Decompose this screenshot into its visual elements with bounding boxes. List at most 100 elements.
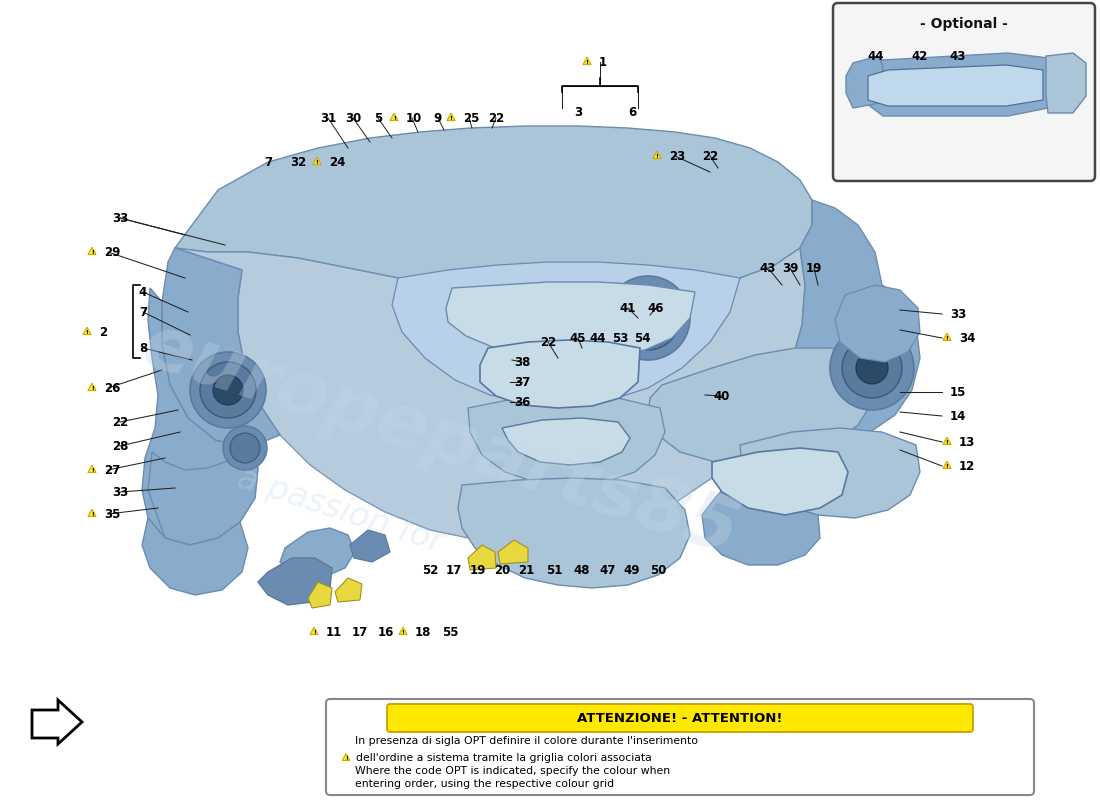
Text: !: ! bbox=[90, 250, 94, 255]
Text: 23: 23 bbox=[669, 150, 685, 162]
Text: 27: 27 bbox=[104, 463, 120, 477]
Text: !: ! bbox=[344, 756, 348, 761]
Polygon shape bbox=[808, 285, 920, 438]
Text: !: ! bbox=[656, 154, 659, 159]
Text: In presenza di sigla OPT definire il colore durante l'inserimento: In presenza di sigla OPT definire il col… bbox=[355, 736, 698, 746]
Text: 6: 6 bbox=[628, 106, 636, 118]
Text: !: ! bbox=[316, 160, 318, 165]
Polygon shape bbox=[868, 65, 1043, 106]
Text: 20: 20 bbox=[494, 563, 510, 577]
Text: 19: 19 bbox=[806, 262, 822, 274]
Text: 17: 17 bbox=[446, 563, 462, 577]
Text: 51: 51 bbox=[546, 563, 562, 577]
Polygon shape bbox=[88, 509, 96, 517]
Polygon shape bbox=[864, 53, 1053, 116]
Polygon shape bbox=[342, 754, 350, 761]
FancyBboxPatch shape bbox=[387, 704, 974, 732]
Text: europeparts85: europeparts85 bbox=[132, 309, 748, 571]
Text: 2: 2 bbox=[99, 326, 107, 338]
Text: !: ! bbox=[86, 330, 88, 335]
FancyBboxPatch shape bbox=[326, 699, 1034, 795]
Text: 22: 22 bbox=[112, 415, 128, 429]
Text: 44: 44 bbox=[868, 50, 884, 62]
Circle shape bbox=[223, 426, 267, 470]
Polygon shape bbox=[648, 348, 882, 465]
Text: 33: 33 bbox=[950, 307, 966, 321]
Text: 24: 24 bbox=[329, 155, 345, 169]
Text: 49: 49 bbox=[624, 563, 640, 577]
Polygon shape bbox=[175, 126, 812, 296]
Text: 22: 22 bbox=[540, 335, 557, 349]
Text: !: ! bbox=[90, 512, 94, 517]
Polygon shape bbox=[258, 558, 332, 605]
Polygon shape bbox=[392, 262, 740, 405]
Circle shape bbox=[630, 300, 666, 336]
Text: 45: 45 bbox=[570, 331, 586, 345]
Text: 8: 8 bbox=[139, 342, 147, 354]
Polygon shape bbox=[175, 248, 805, 542]
Text: 43: 43 bbox=[760, 262, 777, 274]
Polygon shape bbox=[1046, 53, 1086, 113]
Circle shape bbox=[213, 375, 243, 405]
Polygon shape bbox=[468, 395, 666, 485]
Circle shape bbox=[616, 286, 680, 350]
Polygon shape bbox=[943, 461, 951, 469]
Polygon shape bbox=[480, 340, 640, 408]
Polygon shape bbox=[88, 465, 96, 473]
Text: 55: 55 bbox=[442, 626, 459, 638]
Polygon shape bbox=[447, 113, 455, 121]
Polygon shape bbox=[142, 518, 248, 595]
Text: 53: 53 bbox=[612, 331, 628, 345]
Text: 5: 5 bbox=[374, 111, 382, 125]
Polygon shape bbox=[943, 333, 951, 341]
Text: !: ! bbox=[450, 116, 452, 121]
Polygon shape bbox=[148, 448, 258, 545]
Polygon shape bbox=[32, 700, 82, 744]
Text: 52: 52 bbox=[421, 563, 438, 577]
Polygon shape bbox=[583, 57, 591, 65]
Polygon shape bbox=[350, 530, 390, 562]
Polygon shape bbox=[312, 157, 321, 165]
Text: 38: 38 bbox=[514, 355, 530, 369]
Text: 13: 13 bbox=[959, 435, 976, 449]
Text: 14: 14 bbox=[949, 410, 966, 422]
Polygon shape bbox=[653, 151, 661, 158]
Text: 33: 33 bbox=[112, 486, 128, 498]
Text: 12: 12 bbox=[959, 459, 976, 473]
Polygon shape bbox=[446, 282, 695, 356]
Text: 44: 44 bbox=[590, 331, 606, 345]
Polygon shape bbox=[702, 468, 820, 565]
Text: 1: 1 bbox=[600, 55, 607, 69]
Polygon shape bbox=[88, 383, 96, 390]
Circle shape bbox=[842, 338, 902, 398]
Polygon shape bbox=[162, 248, 280, 448]
Text: dell'ordine a sistema tramite la griglia colori associata: dell'ordine a sistema tramite la griglia… bbox=[356, 753, 651, 763]
Text: !: ! bbox=[946, 440, 948, 445]
Text: 43: 43 bbox=[949, 50, 966, 62]
Text: 50: 50 bbox=[650, 563, 667, 577]
Text: 40: 40 bbox=[714, 390, 730, 402]
Text: 11: 11 bbox=[326, 626, 342, 638]
Text: 17: 17 bbox=[352, 626, 368, 638]
Polygon shape bbox=[82, 327, 91, 334]
Polygon shape bbox=[310, 627, 318, 634]
Polygon shape bbox=[142, 288, 258, 545]
Text: - Optional -: - Optional - bbox=[920, 17, 1008, 31]
Text: 26: 26 bbox=[104, 382, 120, 394]
Polygon shape bbox=[399, 627, 407, 634]
Text: !: ! bbox=[946, 336, 948, 341]
Text: 29: 29 bbox=[104, 246, 120, 258]
Polygon shape bbox=[835, 285, 920, 362]
Text: 22: 22 bbox=[702, 150, 718, 162]
Text: 10: 10 bbox=[406, 111, 422, 125]
Text: 37: 37 bbox=[514, 375, 530, 389]
Text: 42: 42 bbox=[912, 50, 928, 62]
Text: 33: 33 bbox=[112, 211, 128, 225]
Text: 22: 22 bbox=[488, 111, 504, 125]
Polygon shape bbox=[336, 578, 362, 602]
Polygon shape bbox=[740, 428, 920, 518]
Text: entering order, using the respective colour grid: entering order, using the respective col… bbox=[355, 779, 614, 789]
Text: 7: 7 bbox=[264, 155, 272, 169]
Text: 4: 4 bbox=[139, 286, 147, 298]
Text: !: ! bbox=[946, 464, 948, 469]
